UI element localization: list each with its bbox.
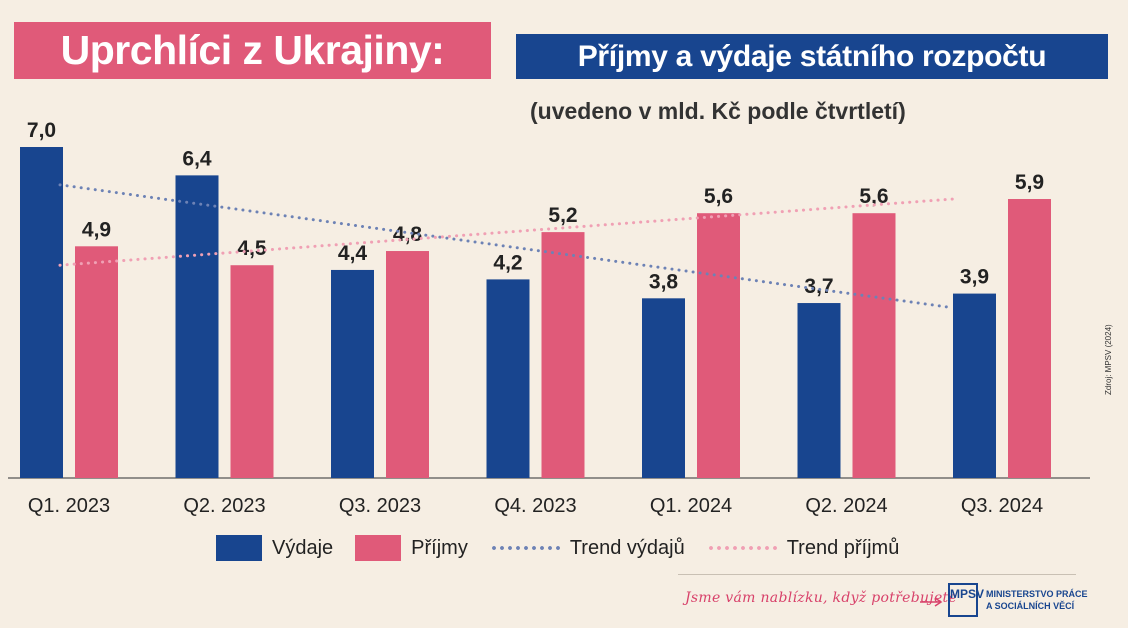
value-label-0-4: 3,8 <box>649 270 679 293</box>
legend-dots-trend-prijmu <box>706 546 777 550</box>
x-tick-label-6: Q3. 2024 <box>961 495 1043 517</box>
bar-příjmy-1 <box>230 265 274 478</box>
legend-dots-trend-vydaju <box>489 546 560 550</box>
legend-label-trend-vydaju: Trend výdajů <box>569 536 685 559</box>
value-label-1-6: 5,9 <box>1015 171 1044 194</box>
bar-příjmy-0 <box>75 246 118 478</box>
legend-label-vydaje: Výdaje <box>272 536 334 559</box>
legend-item-trend-vydaju: Trend výdajů <box>489 536 685 560</box>
value-label-1-0: 4,9 <box>82 218 111 241</box>
legend-item-prijmy: Příjmy <box>355 535 468 561</box>
legend-swatch-vydaje <box>216 535 262 561</box>
bar-příjmy-6 <box>1008 199 1051 478</box>
ministry-name: MINISTERSTVO PRÁCE A SOCIÁLNÍCH VĚCÍ <box>986 588 1088 612</box>
ministry-line-1: MINISTERSTVO PRÁCE <box>986 589 1088 599</box>
bar-výdaje-2 <box>331 269 374 478</box>
x-tick-label-0: Q1. 2023 <box>28 495 110 517</box>
value-label-0-5: 3,7 <box>804 275 833 298</box>
value-label-0-3: 4,2 <box>493 251 522 274</box>
x-tick-label-4: Q1. 2024 <box>650 495 732 517</box>
legend-item-trend-prijmu: Trend příjmů <box>706 536 900 560</box>
x-tick-label-2: Q3. 2023 <box>339 495 421 517</box>
bar-výdaje-4 <box>642 298 685 478</box>
slogan: Jsme vám nablízku, když potřebujete <box>685 590 958 606</box>
arrow-right-icon <box>920 597 943 607</box>
value-label-1-4: 5,6 <box>704 185 733 208</box>
main-title: Uprchlíci z Ukrajiny: <box>14 22 491 79</box>
value-label-1-3: 5,2 <box>548 204 577 227</box>
bar-výdaje-1 <box>175 175 219 478</box>
value-label-0-1: 6,4 <box>182 147 212 170</box>
legend-label-trend-prijmu: Trend příjmů <box>786 536 900 559</box>
value-label-0-0: 7,0 <box>27 119 56 142</box>
value-label-1-1: 4,5 <box>237 237 267 260</box>
x-tick-label-5: Q2. 2024 <box>805 495 887 517</box>
legend-label-prijmy: Příjmy <box>411 536 468 559</box>
subtitle-box: Příjmy a výdaje státního rozpočtu <box>516 34 1108 79</box>
bar-výdaje-6 <box>953 293 996 478</box>
value-label-1-5: 5,6 <box>859 185 888 208</box>
bar-příjmy-5 <box>852 213 896 478</box>
ministry-line-2: A SOCIÁLNÍCH VĚCÍ <box>986 601 1075 611</box>
bar-příjmy-4 <box>697 213 740 478</box>
x-tick-label-1: Q2. 2023 <box>183 495 265 517</box>
legend-item-vydaje: Výdaje <box>216 535 333 561</box>
value-label-0-6: 3,9 <box>960 266 989 289</box>
unit-note: (uvedeno v mld. Kč podle čtvrtletí) <box>530 98 906 124</box>
mpsv-logo: MPSV <box>948 583 984 617</box>
trend-line-0 <box>58 183 955 310</box>
legend: Výdaje Příjmy Trend výdajů Trend příjmů <box>216 533 921 563</box>
value-label-0-2: 4,4 <box>338 242 368 265</box>
bar-příjmy-3 <box>541 232 585 478</box>
x-tick-label-3: Q4. 2023 <box>494 495 576 517</box>
bar-příjmy-2 <box>386 251 429 478</box>
footer-divider <box>678 574 1076 575</box>
bar-výdaje-3 <box>486 279 530 478</box>
source-note: Zdroj: MPSV (2024) <box>1104 324 1113 395</box>
bar-výdaje-5 <box>797 303 841 478</box>
trend-line-1 <box>58 197 955 267</box>
bar-výdaje-0 <box>20 147 63 478</box>
legend-swatch-prijmy <box>355 535 402 561</box>
